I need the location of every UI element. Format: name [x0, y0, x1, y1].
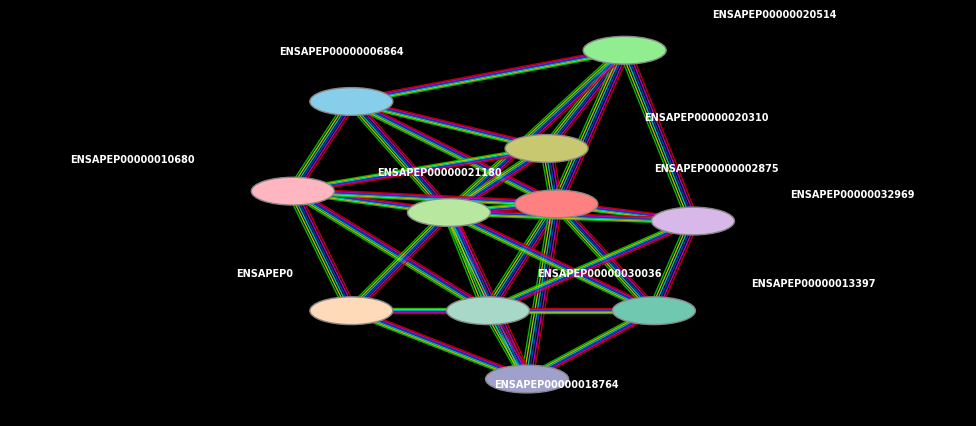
- Ellipse shape: [506, 135, 589, 163]
- Ellipse shape: [613, 297, 696, 325]
- Text: ENSAPEP00000006864: ENSAPEP00000006864: [279, 46, 404, 57]
- Ellipse shape: [652, 207, 734, 235]
- Ellipse shape: [408, 199, 491, 227]
- Ellipse shape: [251, 178, 334, 205]
- Text: ENSAPEP00000021180: ENSAPEP00000021180: [377, 168, 502, 178]
- Text: ENSAPEP00000020514: ENSAPEP00000020514: [712, 10, 837, 20]
- Text: ENSAPEP0: ENSAPEP0: [236, 268, 293, 278]
- Ellipse shape: [486, 365, 569, 393]
- Ellipse shape: [310, 297, 393, 325]
- Ellipse shape: [447, 297, 530, 325]
- Text: ENSAPEP00000010680: ENSAPEP00000010680: [70, 155, 195, 165]
- Ellipse shape: [515, 190, 597, 218]
- Text: ENSAPEP00000032969: ENSAPEP00000032969: [791, 189, 915, 199]
- Text: ENSAPEP00000013397: ENSAPEP00000013397: [752, 279, 876, 289]
- Ellipse shape: [584, 37, 666, 65]
- Text: ENSAPEP00000020310: ENSAPEP00000020310: [644, 112, 769, 123]
- Text: ENSAPEP00000002875: ENSAPEP00000002875: [654, 164, 779, 174]
- Text: ENSAPEP00000018764: ENSAPEP00000018764: [494, 379, 619, 389]
- Ellipse shape: [310, 88, 393, 116]
- Text: ENSAPEP00000030036: ENSAPEP00000030036: [537, 268, 662, 278]
